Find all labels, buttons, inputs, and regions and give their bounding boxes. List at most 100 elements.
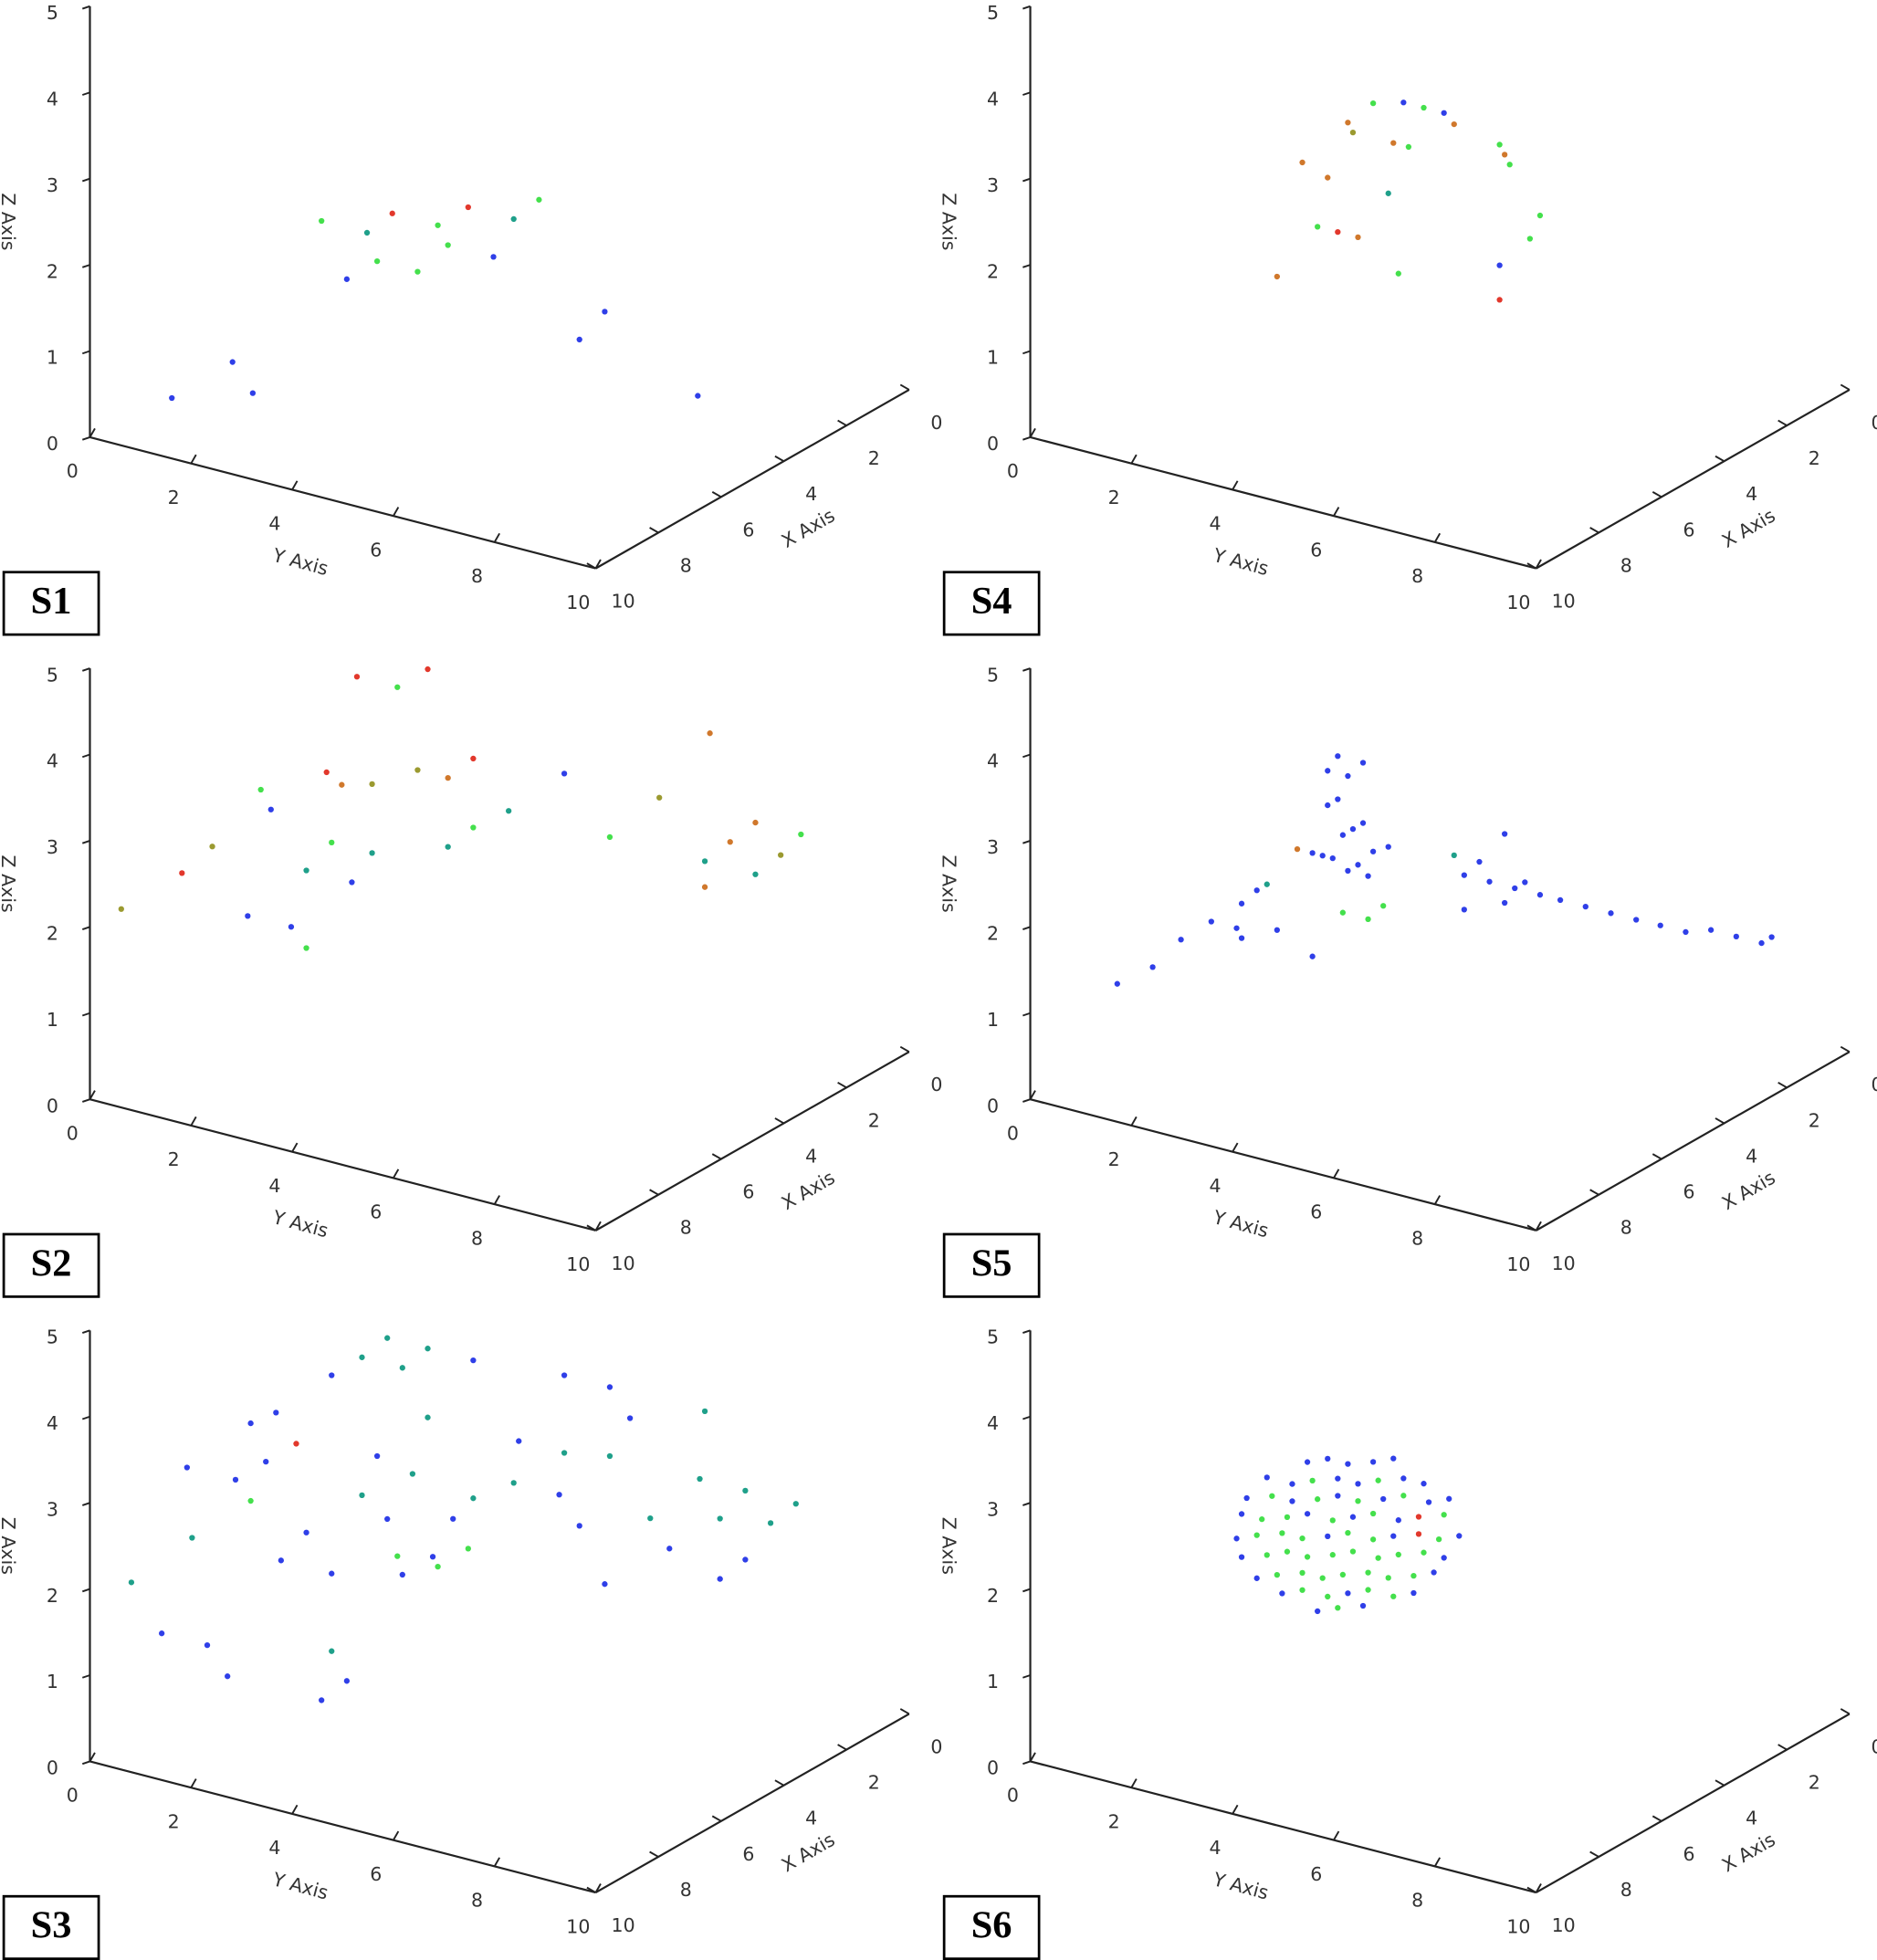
- data-point: [229, 359, 236, 365]
- data-point: [1405, 143, 1412, 151]
- data-point: [561, 1372, 568, 1378]
- data-point: [536, 196, 542, 203]
- x-tick-label: 0: [930, 412, 942, 434]
- y-tick: [493, 532, 501, 543]
- x-tick-label: 8: [1620, 554, 1632, 576]
- data-point: [1309, 953, 1316, 959]
- z-tick: [1022, 91, 1031, 96]
- data-point: [1274, 927, 1280, 933]
- y-tick: [291, 480, 299, 490]
- data-point: [209, 844, 215, 850]
- data-point: [1325, 768, 1331, 774]
- z-tick-label: 5: [47, 2, 58, 24]
- y-tick: [1029, 427, 1036, 438]
- data-point: [1274, 273, 1280, 280]
- data-point: [1431, 1569, 1437, 1576]
- data-point: [1299, 159, 1306, 166]
- y-tick-label: 6: [370, 1201, 382, 1223]
- y-tick-label: 8: [471, 1890, 483, 1912]
- x-tick: [837, 1082, 847, 1089]
- y-tick-label: 4: [268, 513, 280, 535]
- data-point: [429, 1554, 436, 1560]
- z-tick: [81, 1502, 90, 1506]
- x-tick: [899, 1708, 910, 1715]
- x-tick-label: 6: [1683, 1181, 1694, 1203]
- z-tick-label: 2: [47, 923, 58, 945]
- data-point: [1733, 933, 1739, 940]
- data-point: [1299, 1587, 1306, 1593]
- data-point: [232, 1476, 239, 1483]
- data-point: [606, 1384, 613, 1390]
- z-tick: [1022, 667, 1031, 672]
- x-tick: [1589, 527, 1599, 534]
- data-point: [1355, 1481, 1361, 1487]
- x-tick: [1840, 1708, 1851, 1715]
- data-point: [425, 1346, 431, 1352]
- z-tick: [81, 1588, 90, 1593]
- data-point: [303, 867, 309, 874]
- x-tick-label: 8: [1620, 1217, 1632, 1239]
- y-tick-label: 0: [67, 460, 79, 482]
- y-tick: [393, 1830, 400, 1841]
- data-point: [1456, 1533, 1463, 1539]
- y-tick: [1535, 1883, 1542, 1893]
- data-point: [1441, 1512, 1447, 1518]
- data-point: [288, 924, 295, 930]
- data-point: [1325, 1593, 1331, 1600]
- data-point: [1707, 927, 1714, 933]
- data-point: [606, 833, 613, 841]
- data-point: [1345, 1461, 1351, 1467]
- data-point: [1315, 1496, 1321, 1503]
- x-tick-label: 10: [612, 1914, 635, 1936]
- data-point: [1238, 1554, 1245, 1560]
- data-point: [179, 870, 185, 876]
- x-axis-line: [594, 1713, 910, 1894]
- data-point: [470, 1357, 477, 1364]
- y-tick-label: 4: [268, 1175, 280, 1197]
- x-tick-label: 8: [680, 554, 692, 576]
- data-point: [353, 674, 361, 680]
- data-point: [1435, 1536, 1442, 1543]
- z-tick-label: 0: [987, 1757, 999, 1779]
- data-point: [701, 884, 708, 890]
- data-point: [249, 390, 257, 396]
- z-tick: [1022, 177, 1031, 183]
- x-tick: [1652, 491, 1662, 498]
- y-tick-label: 2: [168, 1810, 180, 1832]
- data-point: [1369, 1510, 1377, 1517]
- y-tick-label: 8: [1411, 1890, 1423, 1912]
- data-point: [445, 774, 451, 781]
- data-point: [1502, 831, 1508, 837]
- data-point: [409, 1471, 416, 1477]
- z-tick-label: 2: [987, 923, 999, 945]
- x-tick: [711, 491, 722, 498]
- x-tick-label: 2: [868, 1109, 880, 1131]
- z-tick-label: 2: [47, 1585, 58, 1607]
- x-tick-label: 0: [1871, 1074, 1877, 1095]
- y-tick: [190, 1778, 197, 1788]
- z-axis-label: Z Axis: [938, 1517, 959, 1575]
- data-point: [606, 1452, 613, 1460]
- x-tick-label: 2: [1809, 1772, 1820, 1794]
- data-point: [128, 1579, 135, 1586]
- data-point: [1335, 796, 1341, 802]
- data-point: [1461, 907, 1467, 913]
- data-point: [399, 1365, 405, 1371]
- z-tick: [1022, 753, 1031, 759]
- data-point: [1359, 1602, 1367, 1609]
- y-tick: [1433, 1195, 1442, 1205]
- data-point: [697, 1475, 703, 1483]
- y-tick: [1433, 1857, 1442, 1867]
- y-tick: [1130, 454, 1138, 465]
- x-tick-label: 6: [1683, 519, 1694, 540]
- data-point: [399, 1571, 405, 1578]
- data-point: [245, 913, 251, 919]
- z-tick: [1022, 1415, 1031, 1420]
- data-point: [339, 781, 345, 788]
- y-tick: [594, 1883, 602, 1893]
- x-tick: [837, 419, 847, 426]
- data-point: [465, 204, 471, 211]
- x-axis-line: [1536, 388, 1851, 570]
- y-tick-label: 2: [168, 1148, 180, 1170]
- data-point: [707, 730, 713, 737]
